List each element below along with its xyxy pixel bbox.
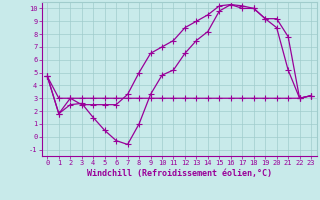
X-axis label: Windchill (Refroidissement éolien,°C): Windchill (Refroidissement éolien,°C) [87,169,272,178]
